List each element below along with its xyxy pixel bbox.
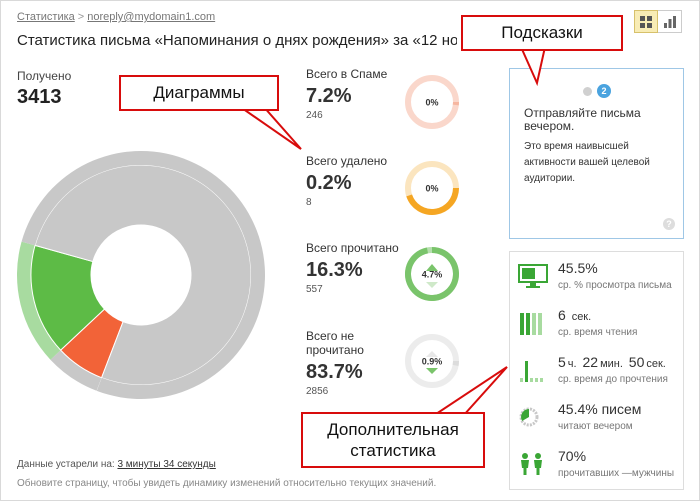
mini-donut-arc (452, 361, 459, 367)
donut-outer-ring-segment (17, 241, 61, 360)
view-toggle (634, 10, 682, 33)
trend-up-icon (426, 264, 438, 271)
grid-icon (640, 15, 652, 28)
stat-count: 2856 (306, 386, 329, 397)
reading-delay-bars-icon (520, 361, 543, 382)
people-icon (521, 453, 542, 475)
extra-stat-caption: ср. время до прочтения (558, 374, 668, 385)
diagrams-callout: Диаграммы (119, 75, 279, 111)
mini-donut-label: 0% (425, 98, 438, 108)
mini-donut-label: 0.9% (422, 357, 443, 367)
mini-donut-label: 0% (425, 184, 438, 194)
read-time-unit: сек. (571, 311, 592, 323)
extra-stat-caption: ср. % просмотра письма (558, 280, 672, 291)
stat-label: Всего в Спаме (306, 67, 388, 81)
mini-donut-hole (413, 169, 451, 207)
stat-label: Всего не прочитано (306, 329, 364, 357)
hint-pager: 2 (583, 84, 611, 98)
extra-stat-read-time: 6 сек. ср. время чтения (518, 307, 683, 343)
breadcrumb-statistics-link[interactable]: Статистика (17, 11, 75, 23)
extra-stat-value: 45.5% (558, 260, 598, 276)
extra-stat-value: 5 ч. 22 мин. 50 сек. (558, 354, 668, 370)
extra-stats-panel: 45.5% ср. % просмотра письма 6 сек. ср. … (509, 251, 684, 490)
extra-stats-callout: Дополнительная статистика (301, 412, 485, 468)
monitor-icon (518, 264, 548, 288)
stat-count: 246 (306, 110, 323, 121)
delivery-donut-chart (17, 151, 265, 399)
hours-value: 5 (558, 354, 566, 370)
page-title: Статистика письма «Напоминания о днях ро… (17, 32, 457, 49)
evening-clock-icon (519, 407, 539, 427)
seconds-value: 50 (628, 354, 645, 370)
extra-stat-view-percent: 45.5% ср. % просмотра письма (518, 260, 683, 296)
minutes-unit: мин. (600, 358, 623, 370)
hint-title: Отправляйте письма вечером. (524, 106, 641, 133)
extra-stat-caption: ср. время чтения (558, 327, 638, 338)
stat-unread: Всего не прочитано 83.7% 2856 (306, 329, 391, 397)
extra-stat-caption: прочитавших —мужчины (558, 468, 675, 479)
minutes-value: 22 (582, 354, 599, 370)
deleted-mini-donut: 0% (405, 161, 459, 215)
received-value: 3413 (17, 86, 62, 108)
breadcrumb-sender-link[interactable]: noreply@mydomain1.com (87, 11, 216, 23)
chart-view-button[interactable] (658, 10, 682, 33)
donut-outer-ring-segment (50, 350, 102, 391)
extra-stat-value: 45.4% писем (558, 401, 642, 417)
mini-donut-hole (413, 83, 451, 121)
extra-stat-time-to-read: 5 ч. 22 мин. 50 сек. ср. время до прочтения (518, 354, 683, 390)
hints-callout: Подсказки (461, 15, 623, 51)
breadcrumb: Статистика > noreply@mydomain1.com (17, 11, 215, 23)
stat-value: 16.3% (306, 259, 363, 281)
stat-count: 8 (306, 197, 312, 208)
extra-stat-value: 70% (558, 448, 587, 464)
stat-value: 0.2% (306, 172, 352, 194)
stat-count: 557 (306, 284, 323, 295)
diagrams-callout-arrow (235, 105, 302, 150)
extra-stat-gender: 70% прочитавших —мужчины (518, 448, 683, 484)
stat-read: Всего прочитано 16.3% 557 (306, 241, 416, 295)
mini-donut-hole (413, 255, 451, 293)
unread-mini-donut: 0.9% (405, 334, 459, 388)
read-mini-donut: 4.7% (405, 247, 459, 301)
stale-label: Данные устарели на: (17, 459, 115, 470)
breadcrumb-separator: > (77, 11, 85, 23)
reading-bars-icon (520, 313, 542, 335)
spam-mini-donut: 0% (405, 75, 459, 129)
read-time-number: 6 (558, 307, 566, 323)
trend-down-icon (426, 282, 438, 288)
stat-label: Всего удалено (306, 154, 388, 168)
trend-up-icon (426, 351, 438, 357)
grid-view-button[interactable] (634, 10, 658, 33)
extra-stat-value: 6 сек. (558, 307, 593, 323)
refresh-note: Обновите страницу, чтобы увидеть динамик… (17, 478, 437, 489)
hint-text: Это время наивысшей активности вашей цел… (524, 141, 650, 184)
extra-callout-line1: Дополнительная (327, 420, 459, 439)
help-icon[interactable]: ? (663, 218, 675, 230)
extra-stat-evening: 45.4% писем читают вечером (518, 401, 683, 437)
stat-label: Всего прочитано (306, 241, 399, 255)
hints-panel: 2 Отправляйте письма вечером. Это время … (509, 68, 684, 239)
hours-unit: ч. (567, 358, 577, 370)
hint-page-dot[interactable] (583, 86, 592, 96)
seconds-unit: сек. (646, 358, 666, 370)
mini-donut-arc (452, 102, 459, 106)
extra-callout-line2: статистика (350, 441, 436, 460)
mini-donut-label: 4.7% (422, 270, 443, 280)
stale-data-note: Данные устарели на: 3 минуты 34 секунды (17, 459, 216, 470)
stat-deleted: Всего удалено 0.2% 8 (306, 154, 416, 208)
bar-chart-icon (663, 15, 676, 28)
stat-value: 7.2% (306, 85, 352, 107)
stale-time-link[interactable]: 3 минуты 34 секунды (117, 459, 216, 470)
received-label: Получено (17, 69, 72, 83)
stat-value: 83.7% (306, 361, 363, 383)
stat-spam: Всего в Спаме 7.2% 246 (306, 67, 416, 121)
hint-page-current[interactable]: 2 (597, 84, 611, 98)
mini-donut-arc (406, 188, 459, 215)
extra-stat-caption: читают вечером (558, 421, 633, 432)
